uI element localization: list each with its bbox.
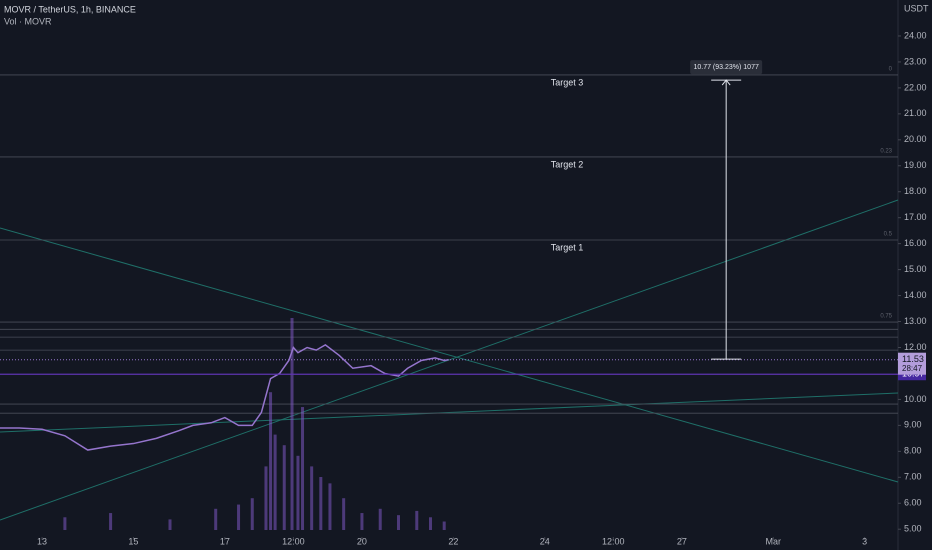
y-tick-label: 22.00 [904,82,927,92]
y-tick-label: 10.00 [904,394,927,404]
volume-bar [378,508,382,530]
x-tick-label: 24 [540,536,550,546]
level-label: 0 [889,66,893,72]
level-label: 0.5 [884,232,893,238]
volume-bar [296,455,300,530]
x-tick-label: Mar [765,536,781,546]
level-label: 0.75 [880,314,892,320]
x-tick-label: 3 [862,536,867,546]
subtitle: Vol · MOVR [4,16,52,26]
price-line [0,344,449,451]
x-tick-label: 13 [37,536,47,546]
y-tick-label: 6.00 [904,498,922,508]
volume-bar [301,407,305,530]
measure-box [690,60,763,75]
volume-bar [290,318,294,530]
volume-bar [109,513,113,530]
target-label: Target 3 [551,77,584,87]
level-label: 0.23 [880,149,892,155]
volume-bar [273,434,277,530]
x-tick-label: 15 [128,536,138,546]
volume-bar [237,504,241,530]
volume-bar [168,519,172,530]
volume-bar [282,445,286,530]
volume-bar [360,513,364,530]
y-tick-label: 14.00 [904,290,927,300]
volume-bar [319,477,323,530]
x-tick-label: 22 [448,536,458,546]
countdown: 28:47 [902,364,923,373]
volume-bar [328,483,332,530]
volume-bar [428,517,432,530]
trend-line [0,392,899,433]
volume-bar [214,508,218,530]
last-price-box [898,352,926,375]
y-tick-label: 5.00 [904,524,922,534]
y-tick-label: 18.00 [904,186,927,196]
y-tick-label: 23.00 [904,56,927,66]
target-label: Target 1 [551,242,584,252]
currency: USDT [904,3,929,13]
x-tick-label: 12:00 [602,536,625,546]
y-tick-label: 8.00 [904,446,922,456]
last-price-label: 11.53 [902,354,924,364]
volume-bar [269,392,273,530]
trend-line [0,227,899,483]
y-tick-label: 7.00 [904,472,922,482]
volume-bar [415,510,419,530]
y-tick-label: 15.00 [904,264,927,274]
x-tick-label: 12:00 [282,536,305,546]
y-tick-label: 9.00 [904,420,922,430]
volume-bar [250,498,254,530]
y-tick-label: 16.00 [904,238,927,248]
volume-bar [63,517,67,530]
y-tick-label: 24.00 [904,30,927,40]
measure-arrow [721,79,731,86]
y-tick-label: 17.00 [904,212,927,222]
volume-bar [342,498,346,530]
measure-label: 10.77 (93.23%) 1077 [693,64,758,71]
y-tick-label: 13.00 [904,316,927,326]
y-tick-label: 19.00 [904,160,927,170]
volume-bar [442,521,446,530]
volume-bar [310,466,314,530]
y-tick-label: 12.00 [904,342,927,352]
x-tick-label: 27 [677,536,687,546]
chart-title: MOVR / TetherUS, 1h, BINANCE [4,4,136,14]
trend-line [0,199,899,521]
y-tick-label: 20.00 [904,134,927,144]
target-label: Target 2 [551,159,584,169]
x-tick-label: 20 [357,536,367,546]
y-tick-label: 21.00 [904,108,927,118]
x-tick-label: 17 [220,536,230,546]
volume-bar [264,466,268,530]
volume-bar [397,515,401,530]
